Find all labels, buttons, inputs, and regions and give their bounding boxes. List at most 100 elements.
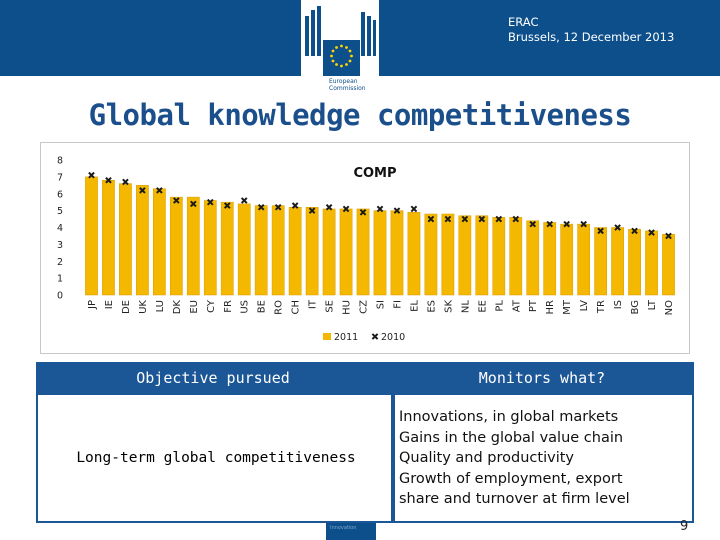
bar-2011 [169, 196, 183, 296]
y-tick-label: 3 [57, 240, 63, 251]
x-tick-label: UK [138, 300, 149, 314]
marker-2010 [223, 202, 231, 209]
marker-2010 [563, 220, 570, 228]
marker-2010 [206, 198, 214, 206]
marker-2010 [122, 178, 129, 186]
bar-2011 [271, 205, 285, 296]
marker-2010 [156, 187, 163, 194]
monitor-item: Gains in the global value chain [399, 429, 624, 446]
x-tick-label: LU [155, 300, 166, 312]
objective-text: Long-term global competitiveness [76, 450, 356, 466]
marker-2010 [359, 209, 367, 216]
x-tick-label: CH [291, 300, 302, 315]
marker-2010 [580, 220, 587, 228]
x-tick-label: CY [206, 299, 217, 313]
european-commission-logo: European Commission [301, 0, 379, 100]
marker-2010 [342, 205, 350, 213]
monitor-item: Growth of employment, export [399, 470, 623, 487]
x-tick-label: ES [426, 300, 437, 313]
bar-2011 [356, 208, 370, 296]
bar-2011 [458, 215, 472, 296]
bar-2011 [237, 203, 251, 296]
bar-2011 [322, 208, 336, 296]
bar-2011 [136, 185, 149, 296]
marker-2010 [88, 171, 95, 179]
objective-cell: Long-term global competitiveness [42, 395, 390, 521]
marker-2010 [173, 197, 180, 204]
x-tick-label: NL [460, 300, 471, 313]
x-tick-label: LV [579, 300, 590, 311]
x-tick-label: EL [409, 300, 420, 312]
y-tick-label: 1 [57, 274, 63, 285]
monitors-cell: Innovations, in global markets Gains in … [399, 407, 691, 510]
bar-2011 [102, 180, 115, 296]
marker-2010 [495, 215, 503, 223]
x-tick-label: BG [630, 300, 641, 314]
x-tick-label: US [240, 300, 251, 314]
marker-2010 [597, 227, 604, 235]
meta-line-1: ERAC [508, 15, 539, 29]
marker-2010 [614, 224, 621, 231]
x-tick-label: SI [376, 300, 387, 309]
meta-line-2: Brussels, 12 December 2013 [508, 30, 675, 44]
legend-swatch-2011 [323, 333, 331, 340]
bar-2011 [254, 205, 268, 296]
marker-2010 [461, 215, 469, 223]
header-meta: ERAC Brussels, 12 December 2013 [508, 15, 674, 45]
x-tick-label: PL [494, 300, 505, 312]
y-tick-label: 5 [57, 206, 63, 217]
y-tick-label: 7 [57, 172, 63, 183]
marker-2010 [478, 215, 486, 223]
x-tick-label: EU [189, 300, 200, 314]
x-tick-label: JP [87, 300, 98, 310]
table-header: Objective pursued Monitors what? [36, 362, 694, 395]
chart-title: COMP [353, 166, 396, 181]
marker-2010 [240, 197, 248, 204]
y-tick-label: 0 [57, 291, 63, 302]
bar-2011 [492, 217, 506, 296]
x-tick-label: MT [562, 299, 573, 315]
column-divider [391, 395, 395, 521]
y-tick-label: 4 [57, 223, 63, 234]
header-objective: Objective pursued [136, 369, 290, 387]
marker-2010 [190, 200, 197, 208]
x-tick-label: DE [121, 300, 132, 314]
x-tick-label: SK [443, 300, 454, 313]
marker-2010 [325, 203, 333, 211]
x-tick-label: IE [104, 300, 115, 309]
slide-title: Global knowledge competitiveness [88, 98, 632, 132]
footer-strip-text: Innovation [330, 525, 357, 531]
x-tick-label: SE [325, 300, 336, 313]
bar-2011 [662, 234, 675, 296]
comp-chart-svg: 0 1 2 3 4 5 6 7 8 COMP JP IE DE UK LU DK EU CY FR US BE RO CH I… [57, 156, 675, 344]
marker-2010 [105, 176, 112, 184]
x-tick-label: HU [342, 300, 353, 315]
bar-2011 [543, 222, 557, 296]
bar-2011 [288, 207, 302, 296]
marker-2010 [139, 187, 146, 194]
x-tick-label: RO [274, 300, 285, 315]
comp-chart: 0 1 2 3 4 5 6 7 8 COMP JP IE DE UK LU DK EU CY FR US BE RO CH I… [40, 142, 690, 354]
bar-2011 [645, 230, 658, 296]
bar-2011 [119, 183, 132, 296]
x-tick-label: LT [647, 299, 658, 310]
legend-label-2011: 2011 [334, 332, 358, 343]
bar-2011 [594, 227, 607, 296]
y-tick-label: 6 [57, 189, 63, 200]
marker-2010 [427, 215, 435, 223]
bar-2011 [186, 196, 200, 296]
bar-2011 [407, 212, 421, 296]
marker-2010 [308, 207, 316, 214]
monitor-item: Quality and productivity [399, 450, 574, 466]
marker-2010 [274, 203, 282, 211]
x-tick-label: PT [528, 299, 539, 312]
monitor-item: Innovations, in global markets [399, 409, 619, 425]
x-tick-label: AT [511, 299, 522, 312]
x-tick-label: TR [596, 300, 607, 314]
marker-2010 [665, 232, 672, 240]
x-tick-label: IT [308, 299, 319, 309]
bar-2011 [526, 220, 540, 296]
legend-label-2010: 2010 [381, 332, 405, 343]
bar-2011 [220, 201, 234, 296]
bar-2011 [628, 228, 641, 296]
